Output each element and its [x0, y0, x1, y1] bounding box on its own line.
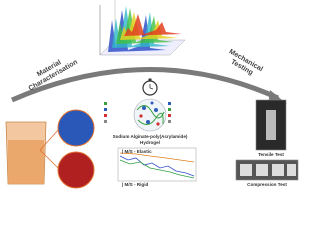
- test-label: Tensile Test: [258, 152, 284, 157]
- process-arrow: [11, 67, 280, 103]
- hydrogel-title: Sodium Alginate-poly(Acrylamide): [113, 134, 188, 139]
- stopwatch: [142, 78, 158, 96]
- hydrogel-title: Hydrogel: [140, 140, 160, 145]
- micrograph-red: [57, 151, 95, 189]
- test-label: Compression Test: [247, 182, 287, 187]
- spectra-plot: [99, 0, 186, 56]
- beaker: [5, 121, 47, 185]
- micrograph-blue: [57, 109, 95, 147]
- stress-plot: [117, 147, 197, 182]
- graphical-abstract: Material Characterisation Mechanical Tes…: [5, 0, 299, 189]
- plot-label: | M/S - Elastic: [122, 149, 152, 154]
- hydrogel-network: [104, 98, 171, 132]
- plot-label: | M/S - Rigid: [122, 182, 148, 187]
